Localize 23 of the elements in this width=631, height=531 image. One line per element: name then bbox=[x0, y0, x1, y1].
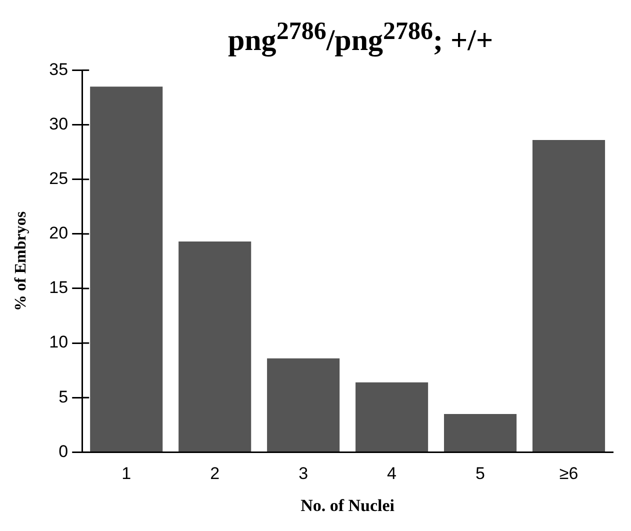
y-tick-label: 5 bbox=[58, 387, 68, 406]
bar bbox=[356, 382, 428, 452]
x-tick-label: 3 bbox=[298, 464, 308, 484]
y-tick-label: 30 bbox=[49, 114, 68, 134]
y-tick-label: 25 bbox=[49, 169, 68, 188]
chart-title: png$^{2786}$/png$^{2786}$; +/+ bbox=[226, 17, 494, 57]
y-tick-label: 35 bbox=[49, 60, 68, 79]
bar bbox=[444, 414, 517, 452]
bar bbox=[90, 86, 163, 452]
x-tick-label: ≥6 bbox=[559, 464, 578, 484]
y-tick-label: 15 bbox=[49, 278, 68, 298]
bar bbox=[267, 358, 340, 452]
x-tick-label: 2 bbox=[210, 464, 220, 484]
y-tick-label: 20 bbox=[49, 224, 68, 243]
y-tick-label: 0 bbox=[58, 442, 68, 461]
bar bbox=[178, 242, 252, 452]
x-tick-label: 4 bbox=[387, 464, 397, 484]
y-axis-title: % of Embryos bbox=[12, 211, 30, 311]
bar bbox=[532, 140, 606, 452]
x-tick-label: 1 bbox=[122, 464, 132, 484]
y-tick-label: 10 bbox=[49, 332, 68, 352]
x-axis-title: No. of Nuclei bbox=[300, 496, 395, 516]
x-tick-label: 5 bbox=[476, 464, 486, 484]
